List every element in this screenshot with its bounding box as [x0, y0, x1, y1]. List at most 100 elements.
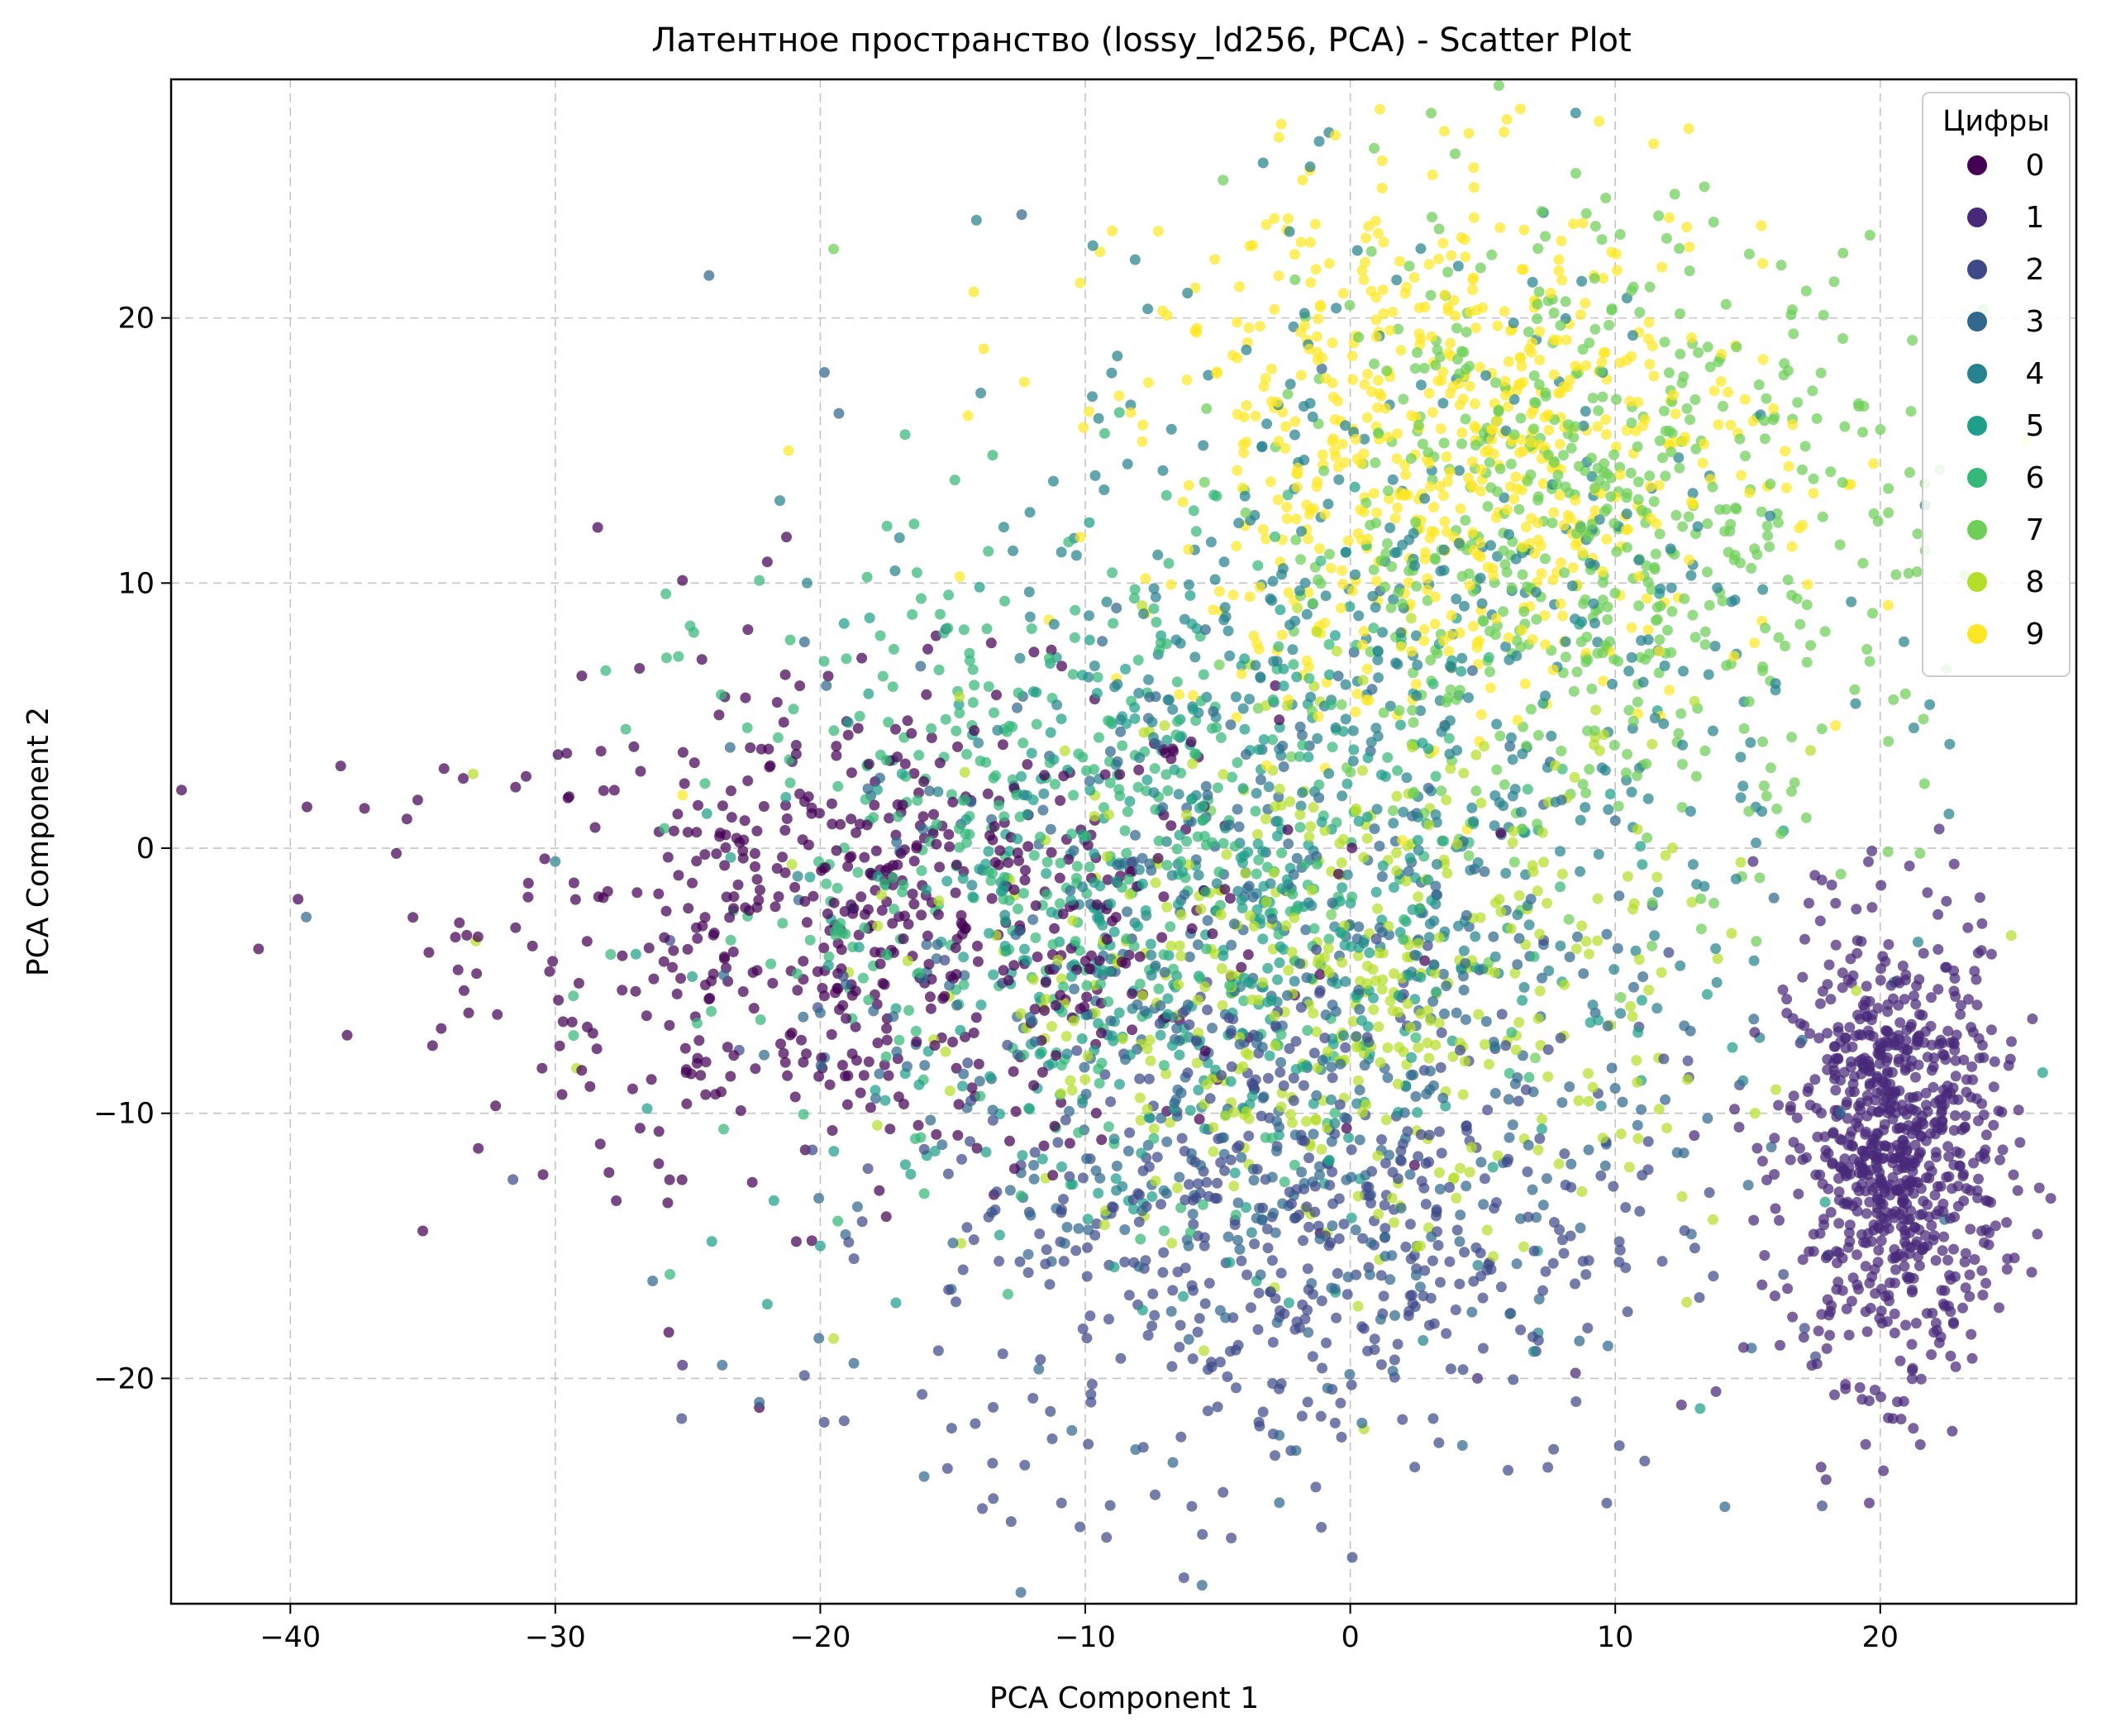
scatter-point-digit-2	[1704, 1187, 1715, 1199]
scatter-point-digit-2	[1201, 1176, 1213, 1188]
scatter-point-digit-7	[1586, 518, 1598, 530]
scatter-point-digit-1	[1885, 1190, 1896, 1201]
scatter-point-digit-6	[877, 670, 889, 682]
scatter-point-digit-7	[1546, 517, 1558, 529]
scatter-point-digit-2	[1332, 1267, 1343, 1279]
scatter-point-digit-1	[1817, 985, 1828, 997]
scatter-point-digit-6	[1175, 856, 1187, 867]
scatter-point-digit-2	[1454, 1278, 1465, 1290]
scatter-point-digit-7	[1912, 528, 1923, 540]
scatter-point-digit-3	[1122, 906, 1133, 918]
scatter-point-digit-4	[1608, 964, 1620, 975]
scatter-point-digit-1	[1854, 1382, 1866, 1393]
scatter-point-digit-4	[1729, 594, 1741, 606]
scatter-point-digit-3	[944, 980, 955, 991]
scatter-point-digit-5	[1246, 1090, 1258, 1102]
scatter-point-digit-7	[1689, 632, 1701, 643]
scatter-point-digit-2	[1423, 1129, 1435, 1141]
scatter-point-digit-0	[641, 1010, 652, 1022]
scatter-point-digit-7	[1530, 398, 1542, 408]
scatter-point-digit-5	[1113, 1007, 1125, 1018]
scatter-point-digit-7	[1324, 548, 1335, 560]
scatter-point-digit-9	[1376, 183, 1388, 193]
scatter-point-digit-3	[1172, 1084, 1184, 1095]
scatter-point-digit-2	[1427, 1255, 1438, 1266]
scatter-point-digit-0	[719, 860, 731, 871]
scatter-point-digit-7	[1647, 897, 1658, 909]
scatter-point-digit-2	[1397, 1414, 1408, 1425]
scatter-point-digit-8	[1221, 849, 1232, 861]
scatter-point-digit-7	[1600, 193, 1612, 203]
scatter-point-digit-1	[1756, 1279, 1768, 1290]
scatter-point-digit-5	[1323, 1154, 1335, 1166]
scatter-point-digit-8	[1319, 825, 1331, 837]
scatter-point-digit-6	[958, 979, 970, 990]
scatter-point-digit-2	[1336, 1432, 1347, 1443]
scatter-point-digit-3	[1028, 1160, 1040, 1171]
scatter-point-digit-9	[954, 571, 965, 582]
scatter-point-digit-4	[1373, 672, 1384, 684]
scatter-point-digit-3	[1326, 1061, 1337, 1073]
scatter-point-digit-9	[1275, 118, 1287, 130]
scatter-point-digit-1	[1929, 1190, 1941, 1201]
scatter-point-digit-5	[1193, 1085, 1204, 1096]
scatter-point-digit-7	[1720, 298, 1732, 310]
scatter-point-digit-4	[1134, 752, 1146, 764]
scatter-point-digit-9	[1739, 393, 1751, 405]
scatter-point-digit-7	[1475, 262, 1486, 274]
scatter-point-digit-2	[1045, 1405, 1056, 1417]
scatter-point-digit-1	[1864, 1078, 1875, 1090]
scatter-point-digit-6	[999, 595, 1010, 607]
scatter-point-digit-0	[710, 1089, 722, 1100]
scatter-point-digit-9	[1075, 277, 1086, 289]
scatter-point-digit-3	[1455, 1209, 1466, 1221]
scatter-point-digit-4	[1146, 717, 1158, 727]
scatter-point-digit-4	[1512, 909, 1523, 921]
scatter-point-digit-9	[968, 286, 979, 298]
scatter-point-digit-9	[1361, 232, 1371, 244]
scatter-point-digit-9	[1463, 127, 1475, 139]
scatter-point-digit-3	[1094, 1172, 1106, 1184]
scatter-point-digit-5	[999, 915, 1011, 927]
scatter-point-digit-9	[1464, 380, 1475, 392]
scatter-point-digit-0	[721, 891, 732, 903]
scatter-point-digit-1	[1825, 994, 1837, 1005]
scatter-point-digit-0	[798, 1056, 809, 1068]
scatter-point-digit-3	[1660, 1094, 1671, 1105]
scatter-point-digit-0	[1047, 1170, 1059, 1181]
scatter-point-digit-3	[1059, 1238, 1070, 1249]
scatter-point-digit-4	[1500, 641, 1512, 652]
scatter-point-digit-3	[1541, 1173, 1552, 1185]
scatter-point-digit-0	[1156, 932, 1168, 943]
scatter-point-digit-7	[1794, 618, 1806, 630]
scatter-point-digit-1	[1821, 1343, 1832, 1354]
scatter-point-digit-7	[1532, 730, 1544, 741]
scatter-point-digit-4	[1607, 679, 1618, 689]
scatter-point-digit-2	[1299, 1314, 1311, 1324]
scatter-point-digit-6	[832, 922, 844, 933]
scatter-point-digit-0	[792, 985, 803, 996]
scatter-point-digit-7	[1666, 446, 1677, 458]
scatter-point-digit-2	[1091, 1218, 1103, 1229]
scatter-point-digit-1	[1777, 984, 1789, 995]
scatter-point-digit-9	[1715, 376, 1727, 387]
scatter-point-digit-3	[1313, 1161, 1325, 1172]
scatter-point-digit-9	[1165, 579, 1177, 590]
scatter-point-digit-2	[1218, 1486, 1229, 1498]
scatter-point-digit-0	[510, 922, 522, 933]
scatter-point-digit-7	[1623, 704, 1635, 716]
scatter-point-digit-4	[1008, 545, 1018, 556]
scatter-point-digit-2	[977, 1503, 988, 1514]
scatter-point-digit-9	[1499, 375, 1511, 387]
scatter-point-digit-0	[826, 1028, 837, 1040]
scatter-point-digit-6	[983, 546, 994, 557]
scatter-point-digit-9	[1342, 535, 1354, 546]
scatter-point-digit-0	[1091, 899, 1103, 910]
scatter-point-digit-1	[1958, 1168, 1969, 1180]
scatter-point-digit-2	[1379, 1199, 1390, 1211]
scatter-point-digit-4	[1237, 703, 1249, 714]
scatter-point-digit-1	[1823, 1147, 1834, 1159]
scatter-point-digit-5	[1819, 1196, 1831, 1208]
scatter-point-digit-2	[1167, 1285, 1179, 1296]
scatter-point-digit-0	[986, 893, 998, 904]
